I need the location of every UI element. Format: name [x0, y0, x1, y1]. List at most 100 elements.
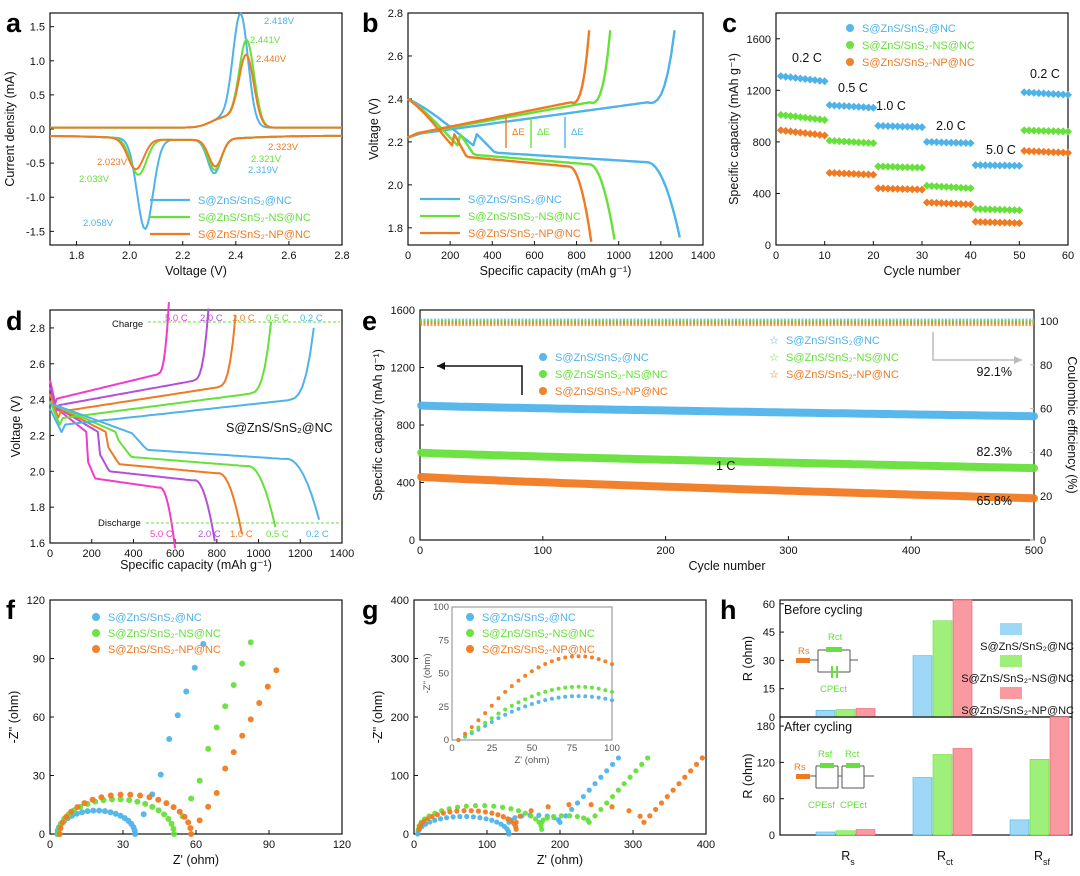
panel-f-point-2	[185, 819, 192, 826]
panel-c-point-1	[971, 204, 980, 213]
panel-c-legend-2: S@ZnS/SnS₂-NP@NC	[862, 57, 975, 69]
panel-c-point-2	[942, 199, 951, 208]
panel-g-point2-2	[513, 819, 519, 825]
panel-f-point-2	[107, 792, 114, 799]
panel-c-point-0	[801, 75, 810, 84]
panel-e-x-tick-label: 400	[902, 545, 920, 557]
panel-c-point-2	[801, 129, 810, 138]
panel-c-point-0	[1039, 89, 1048, 98]
panel-h-before-bar-0	[815, 710, 836, 718]
panel-c-point-0	[1049, 89, 1058, 98]
panel-g-inset-point-0	[556, 695, 561, 700]
panel-c-point-0	[879, 121, 888, 130]
panel-a-cv-oxidation-0	[50, 12, 342, 129]
panel-g-label: g	[362, 595, 379, 625]
panel-h-after-title: After cycling	[784, 720, 852, 734]
panel-c-point-1	[1010, 206, 1019, 215]
panel-c-point-0	[981, 161, 990, 170]
panel-c-point-2	[830, 169, 839, 178]
panel-h-circuit2-rct-label: Rct	[845, 749, 860, 760]
panel-g-tail-1	[604, 800, 610, 806]
panel-e-legend-2: S@ZnS/SnS₂-NP@NC	[555, 386, 668, 398]
panel-g-inset-point-1	[476, 725, 481, 730]
panel-c-point-2	[1015, 219, 1024, 228]
panel-h-legend-2: S@ZnS/SnS₂-NP@NC	[961, 705, 1074, 717]
panel-c-legend-2-marker	[846, 58, 854, 66]
panel-h-ylabel-top: R (ohm)	[741, 636, 755, 681]
panel-g-tail-1	[639, 761, 645, 767]
panel-f-tail-1	[222, 703, 229, 710]
panel-a-x-tick-label: 2.2	[175, 250, 190, 262]
panel-f-point-0	[96, 807, 103, 814]
panel-e-y-tick-label: 800	[397, 420, 415, 432]
panel-a-y-tick-label: -1.0	[26, 192, 45, 204]
panel-f-tail-2	[247, 716, 254, 723]
panel-h-circuit-rs: Rs	[798, 646, 810, 657]
panel-b-x-tick-label: 0	[405, 250, 411, 262]
panel-g-point-1	[533, 816, 539, 822]
panel-g-tail-1	[609, 793, 616, 800]
panel-f-tail-1	[213, 724, 220, 731]
panel-e-y-tick-label: 0	[409, 535, 415, 547]
panel-c-point-0	[1029, 88, 1038, 97]
panel-c-point-2	[995, 218, 1004, 227]
panel-c-point-1	[801, 113, 810, 122]
panel-f-ylabel: -Z'' (ohm)	[7, 691, 21, 744]
panel-a-peak-label: 2.023V	[97, 157, 128, 168]
panel-g-inset-point-1	[549, 687, 554, 692]
panel-e-legend-ce-1-marker: ☆	[769, 352, 779, 364]
panel-d-x-tick-label: 0	[47, 548, 53, 560]
panel-g-ylabel: -Z'' (ohm)	[371, 691, 385, 744]
panel-c-point-0	[781, 72, 790, 81]
panel-c-point-2	[1005, 218, 1014, 227]
panel-e-y-tick-label: 1200	[391, 363, 415, 375]
panel-c-point-0	[888, 122, 897, 131]
panel-d-y-tick-label: 2.0	[30, 466, 45, 478]
panel-g-point-2	[500, 814, 506, 820]
panel-c-point-2	[976, 217, 985, 226]
panel-f-legend-2-marker	[92, 645, 100, 653]
panel-f-tail-0	[174, 712, 181, 719]
panel-g-inset-point-1	[469, 729, 474, 734]
panel-c-point-2	[840, 169, 849, 178]
panel-c-point-1	[825, 136, 834, 145]
panel-g-point-1	[454, 804, 461, 810]
panel-g-inset-point-0	[569, 694, 574, 699]
panel-g-inset-point-2	[596, 657, 601, 662]
panel-d-charge-1	[49, 308, 210, 412]
panel-g-inset-point-0	[489, 720, 494, 725]
panel-e-x-tick-label: 200	[656, 545, 674, 557]
panel-c-point-0	[1005, 161, 1014, 170]
panel-e-right-y-tick-label: 20	[1040, 491, 1052, 503]
panel-c-point-2	[932, 198, 941, 207]
panel-a-peak-label: 2.441V	[250, 35, 281, 46]
panel-e-capacity-1	[417, 448, 1038, 473]
panel-g-inset-point-2	[503, 689, 508, 694]
panel-f-point-1	[168, 820, 175, 827]
panel-c-point-1	[776, 110, 785, 119]
panel-e-retention: 65.8%	[977, 494, 1012, 508]
panel-h-category: Rsf	[1034, 849, 1051, 867]
panel-g-x-tick-label: 0	[411, 839, 417, 851]
panel-a-peak-label: 2.319V	[248, 165, 279, 176]
panel-h-circuit2-resistor	[796, 774, 810, 779]
panel-e-y-tick-label: 400	[397, 478, 415, 490]
panel-c-point-1	[956, 183, 965, 192]
panel-f-point-1	[142, 800, 149, 807]
panel-g-point-0	[464, 813, 470, 820]
panel-e-ylabel-right: Coulombic efficiency (%)	[1065, 356, 1079, 493]
panel-f-point-0	[101, 808, 108, 815]
panel-c-point-2	[849, 169, 858, 178]
panel-c-point-0	[1034, 89, 1043, 98]
panel-d-discharge-2	[49, 402, 243, 535]
panel-f-point-2	[188, 831, 195, 837]
panel-c-point-0	[830, 101, 839, 110]
panel-d-rate-top: 0.5 C	[266, 313, 289, 324]
panel-g-point2-1	[566, 813, 573, 819]
panel-g-tail-2	[647, 813, 653, 819]
panel-g-inset-point-1	[610, 689, 614, 694]
panel-a-frame	[49, 12, 343, 246]
panel-f-xlabel: Z' (ohm)	[173, 853, 219, 867]
panel-f-legend-1-marker	[92, 629, 100, 637]
